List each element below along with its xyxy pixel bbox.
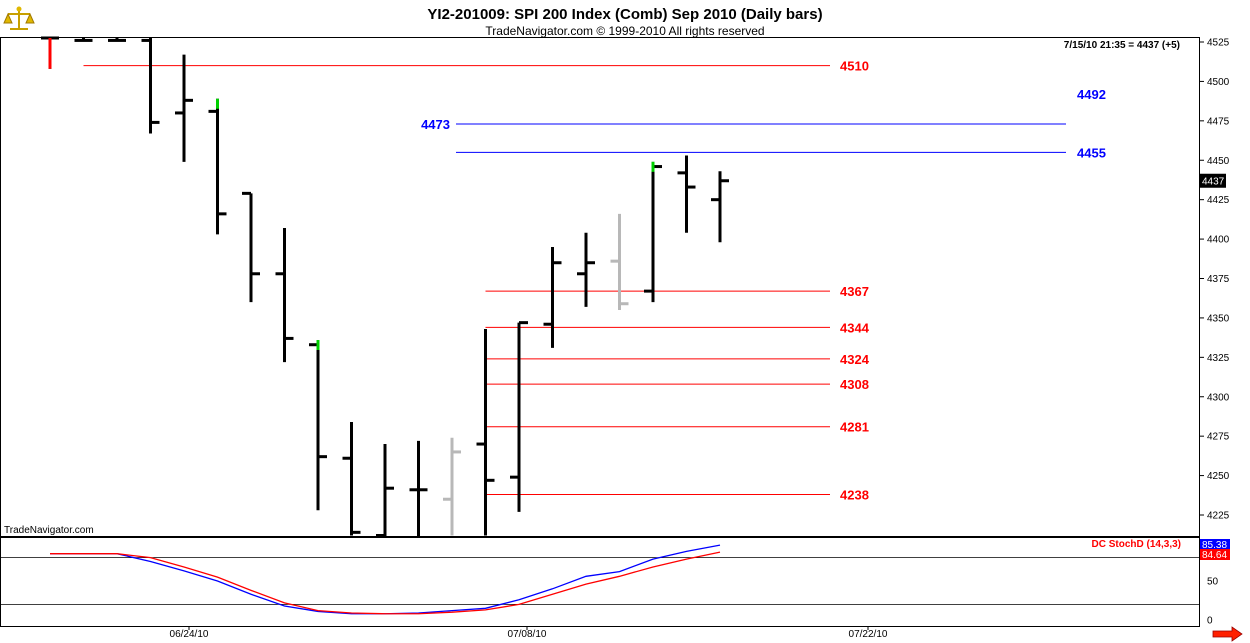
logo-icon[interactable] xyxy=(3,6,35,34)
price-tick-label: 4275 xyxy=(1207,432,1230,443)
price-tick-label: 4225 xyxy=(1207,511,1230,522)
ohlc-bar xyxy=(108,38,126,42)
last-price-box xyxy=(1200,173,1226,188)
ohlc-bar xyxy=(409,440,428,536)
ohlc-bar xyxy=(309,339,327,511)
right-arrow-icon[interactable] xyxy=(1210,626,1248,642)
ohlc-bar xyxy=(41,36,59,69)
price-tick-label: 4325 xyxy=(1207,353,1230,364)
stoch-value-label: 85.38 xyxy=(1202,540,1227,551)
stoch-tick-label: 0 xyxy=(1207,616,1213,627)
price-tick-label: 4450 xyxy=(1207,156,1230,167)
level-label: 4308 xyxy=(840,377,869,392)
price-tick-label: 4300 xyxy=(1207,392,1230,403)
price-tick-label: 4250 xyxy=(1207,471,1230,482)
ohlc-bar xyxy=(476,328,495,536)
stoch-value-box xyxy=(1200,539,1230,550)
price-tick-label: 4500 xyxy=(1207,77,1230,88)
chart-title: YI2-201009: SPI 200 Index (Comb) Sep 201… xyxy=(427,6,822,23)
price-tick-label: 4350 xyxy=(1207,313,1230,324)
last-price-label: 4437 xyxy=(1202,177,1225,188)
price-tick-label: 4375 xyxy=(1207,274,1230,285)
level-label: 4281 xyxy=(840,420,869,435)
copyright-text: TradeNavigator.com © 1999-2010 All right… xyxy=(485,24,764,38)
date-tick-label: 06/24/10 xyxy=(170,629,209,640)
price-tick-label: 4400 xyxy=(1207,235,1230,246)
level-label: 4367 xyxy=(840,284,869,299)
level-label: 4510 xyxy=(840,59,869,74)
ohlc-bar xyxy=(711,171,729,243)
level-label: 4344 xyxy=(840,320,870,335)
level-label: 4473 xyxy=(421,117,450,132)
indicator-panel-frame xyxy=(0,537,1200,627)
ohlc-bar xyxy=(510,321,528,512)
status-readout: 7/15/10 21:35 = 4437 (+5) xyxy=(1064,40,1180,51)
date-tick-label: 07/22/10 xyxy=(849,629,888,640)
date-tick-label: 07/08/10 xyxy=(508,629,547,640)
level-label: 4455 xyxy=(1077,145,1106,160)
ohlc-bar xyxy=(342,421,361,536)
price-bars-layer xyxy=(41,36,729,537)
ohlc-bar xyxy=(677,155,696,233)
ohlc-bar xyxy=(577,232,595,307)
stoch-line-D xyxy=(50,551,721,615)
date-axis: 06/24/10 07/08/10 07/22/10 xyxy=(170,626,888,640)
ohlc-bar xyxy=(242,191,260,303)
level-label: 4492 xyxy=(1077,87,1106,102)
level-label: 4238 xyxy=(840,488,869,503)
stoch-tick-label: 50 xyxy=(1207,577,1219,588)
stoch-value-box xyxy=(1200,549,1230,560)
ohlc-bar xyxy=(175,54,193,162)
price-axis: 4225 4250 4275 4300 4325 4350 4375 4400 4425 4450… xyxy=(1199,38,1230,522)
ohlc-bar xyxy=(376,444,394,537)
level-label: 4324 xyxy=(840,352,870,367)
ohlc-bar xyxy=(610,213,629,311)
watermark-text: TradeNavigator.com xyxy=(4,525,94,536)
price-tick-label: 4475 xyxy=(1207,116,1230,127)
ohlc-bar xyxy=(543,246,562,348)
ohlc-bar xyxy=(141,38,160,134)
ohlc-bar xyxy=(443,437,461,536)
stoch-line-K xyxy=(50,544,721,615)
levels-layer: 4510 4492 4473 4455 4367 4344 4324 4308 4281 4238 xyxy=(83,59,1106,503)
ohlc-bar xyxy=(275,228,294,363)
ohlc-bar xyxy=(208,98,227,235)
ohlc-bar xyxy=(74,38,93,42)
price-tick-label: 4525 xyxy=(1207,38,1230,49)
price-tick-label: 4425 xyxy=(1207,195,1230,206)
indicator-label: DC StochD (14,3,3) xyxy=(1092,539,1181,550)
stoch-value-label: 84.64 xyxy=(1202,550,1227,561)
ohlc-bar xyxy=(644,161,662,303)
